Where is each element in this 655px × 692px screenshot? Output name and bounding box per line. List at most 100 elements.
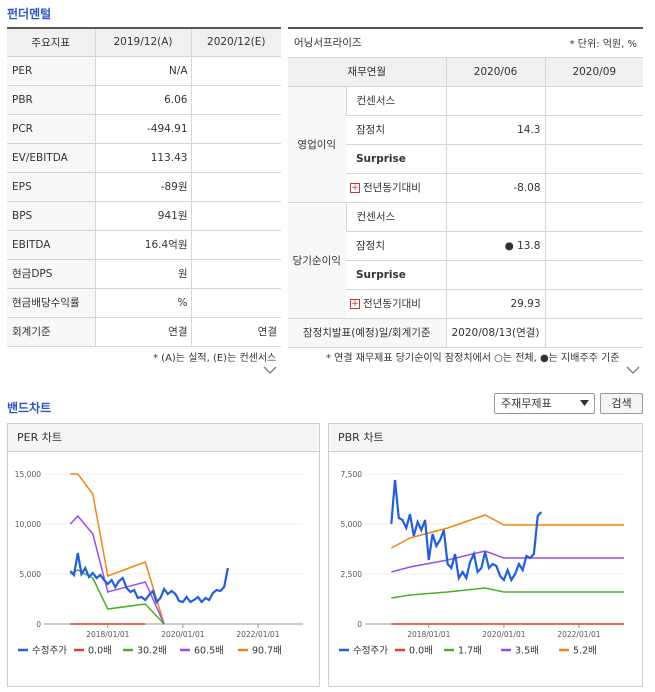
statement-select[interactable]: 주재무제표 (494, 393, 595, 414)
band-line (390, 514, 624, 549)
row-estimate: 연결 (190, 317, 281, 347)
table-row: 잠정치발표(예정)일/회계기준 2020/08/13(연결) (288, 318, 643, 348)
y-tick-label: 0 (357, 620, 362, 629)
x-tick-label: 2022/01/01 (557, 630, 600, 639)
table-row: PER N/A (7, 56, 281, 86)
table-row: BPS 941원 (7, 201, 281, 231)
legend-label: 수정주가 (32, 646, 67, 657)
y-tick-label: 5,000 (20, 570, 42, 579)
row-label: 현금DPS (7, 259, 95, 289)
fundamentals-note: * (A)는 실적, (E)는 컨센서스 (153, 353, 277, 364)
row-value: -8.08 (445, 173, 545, 203)
earnings-title: 어닝서프라이즈 (288, 28, 446, 58)
pbr-band-chart: 7,500 5,000 2,500 0 2018/01/01 2020/01/01 2022… (339, 470, 624, 657)
row-label: EPS (7, 172, 95, 202)
price-line (69, 552, 229, 605)
band-title: 밴드차트 (7, 401, 52, 415)
band-line (391, 587, 624, 599)
table-row: PCR -494.91 (7, 114, 281, 144)
row-label: 컨센서스 (345, 86, 446, 116)
header-period: 재무연월 (288, 57, 446, 87)
table-row: EPS -89원 (7, 172, 281, 202)
row-actual: 16.4억원 (94, 230, 191, 260)
y-tick-label: 2,500 (341, 570, 363, 579)
row-value (445, 144, 545, 174)
row-label: 전년동기대비 (363, 182, 421, 194)
footer-label: 잠정치발표(예정)일/회계기준 (288, 318, 446, 348)
earnings-title-row: 어닝서프라이즈 * 단위: 억원, % (288, 28, 643, 58)
group-net-income: 당기순이익 (288, 202, 346, 319)
table-row: + 전년동기대비 29.93 (288, 289, 643, 319)
band-line (69, 569, 165, 625)
header-actual: 2019/12(A) (94, 28, 191, 57)
expand-plus-icon[interactable]: + (350, 183, 360, 193)
chevron-down-icon (580, 400, 589, 406)
per-chart-panel: PER 차트 15,000 10,000 5,000 0 2018/01/01 2020/… (7, 423, 320, 687)
select-value: 주재무제표 (501, 397, 552, 410)
row-label: BPS (7, 201, 95, 231)
row-actual: -494.91 (94, 114, 191, 144)
search-button[interactable]: 검색 (600, 393, 643, 414)
table-row: Surprise (288, 144, 643, 174)
row-value (544, 202, 643, 232)
row-value (544, 260, 643, 290)
row-label: 회계기준 (7, 317, 95, 347)
earnings-table: 어닝서프라이즈 * 단위: 억원, % 재무연월 2020/06 2020/09… (288, 27, 643, 348)
row-value (544, 144, 643, 174)
table-row: 회계기준 연결 연결 (7, 317, 281, 347)
row-value (544, 86, 643, 116)
row-estimate (190, 143, 281, 173)
legend-label: 0.0배 (88, 646, 112, 657)
earnings-unit: * 단위: 억원, % (446, 28, 643, 58)
row-value (544, 173, 643, 203)
group-operating-income: 영업이익 (288, 86, 346, 203)
header-estimate: 2020/12(E) (190, 28, 281, 57)
row-label: EBITDA (7, 230, 95, 260)
expand-chevron-icon[interactable] (263, 365, 277, 375)
table-row: 잠정치 ● 13.8 (288, 231, 643, 261)
table-row: EBITDA 16.4억원 (7, 230, 281, 260)
y-tick-label: 7,500 (341, 470, 363, 479)
row-label: Surprise (346, 260, 446, 290)
per-chart-title: PER 차트 (8, 424, 319, 452)
legend-label: 3.5배 (515, 646, 539, 657)
row-estimate (190, 259, 281, 289)
legend-label: 30.2배 (137, 646, 167, 657)
row-estimate (190, 288, 281, 318)
expand-chevron-icon[interactable] (626, 365, 640, 375)
per-band-chart: 15,000 10,000 5,000 0 2018/01/01 2020/01/01 20… (15, 470, 303, 657)
row-estimate (190, 230, 281, 260)
legend-label: 90.7배 (252, 646, 282, 657)
x-tick-label: 2018/01/01 (407, 630, 450, 639)
y-tick-label: 10,000 (15, 520, 41, 529)
row-value (544, 289, 643, 319)
row-label: PCR (7, 114, 95, 144)
x-tick-label: 2022/01/01 (236, 630, 279, 639)
earnings-note: * 연결 재무제표 당기순이익 잠정치에서 ○는 전체, ●는 지배주주 기준 (326, 353, 620, 364)
y-tick-label: 0 (36, 620, 41, 629)
row-label: EV/EBITDA (7, 143, 95, 173)
row-actual: N/A (94, 56, 191, 86)
row-value (445, 86, 545, 116)
row-estimate (190, 172, 281, 202)
row-label: 잠정치 (346, 231, 446, 261)
row-actual: 연결 (94, 317, 191, 347)
legend-label: 60.5배 (194, 646, 224, 657)
header-metric: 주요지표 (7, 28, 95, 57)
row-value (445, 202, 545, 232)
y-tick-label: 15,000 (15, 470, 41, 479)
legend-label: 수정주가 (353, 646, 388, 657)
yoy-cell: + 전년동기대비 (346, 289, 446, 319)
row-actual: 113.43 (94, 143, 191, 173)
table-row: 영업이익 컨센서스 (288, 86, 643, 203)
x-tick-label: 2020/01/01 (482, 630, 525, 639)
legend-label: 5.2배 (573, 646, 597, 657)
fundamentals-table: 주요지표 2019/12(A) 2020/12(E) PER N/A PBR 6.0… (7, 27, 281, 347)
table-row: 현금DPS 원 (7, 259, 281, 289)
expand-plus-icon[interactable]: + (350, 299, 360, 309)
row-actual: % (94, 288, 191, 318)
earnings-header-row: 재무연월 2020/06 2020/09 (288, 57, 643, 87)
row-label: Surprise (346, 144, 446, 174)
row-label: 전년동기대비 (363, 298, 421, 310)
row-estimate (190, 85, 281, 115)
